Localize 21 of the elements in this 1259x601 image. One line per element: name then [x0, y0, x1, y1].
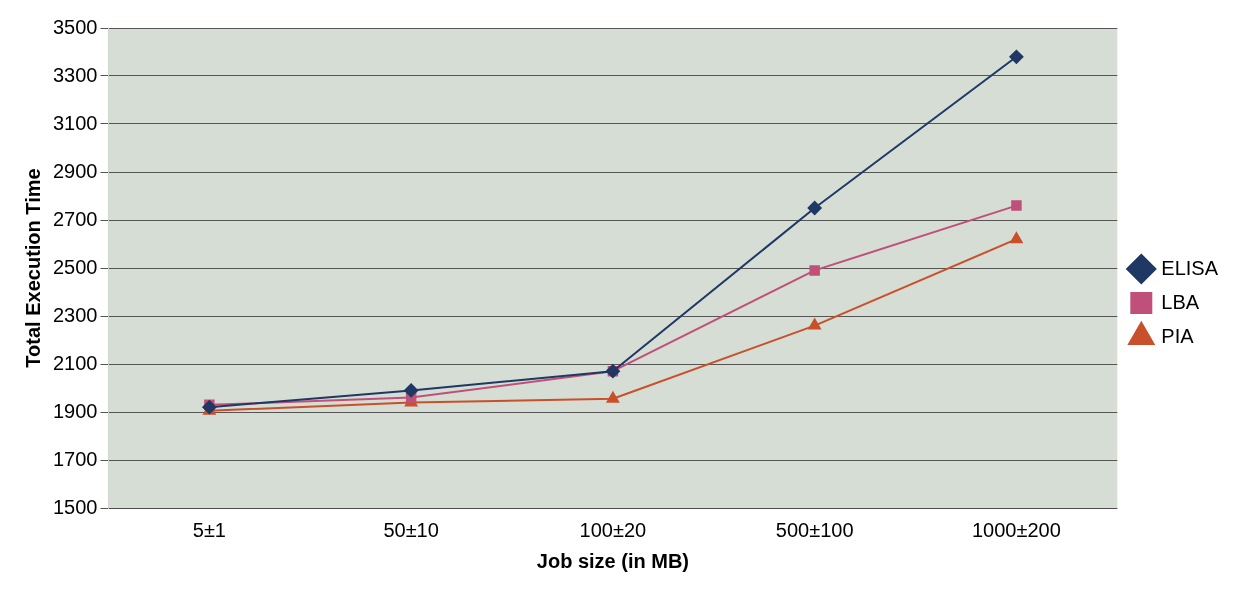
- x-axis-title: Job size (in MB): [536, 549, 690, 572]
- x-tick-label: 100±20: [579, 518, 647, 541]
- x-tick-label: 50±10: [383, 518, 439, 541]
- y-tick-label: 2900: [52, 159, 98, 182]
- y-tick-label: 3100: [52, 111, 98, 134]
- legend-label: PIA: [1161, 324, 1195, 347]
- y-tick-label: 1700: [52, 447, 98, 470]
- y-tick-label: 1900: [52, 399, 98, 422]
- y-tick-label: 3500: [52, 15, 98, 38]
- x-tick-label: 500±100: [775, 518, 854, 541]
- legend-label: LBA: [1161, 290, 1200, 313]
- y-tick-label: 3300: [52, 63, 98, 86]
- x-tick-label: 1000±200: [972, 518, 1061, 541]
- y-tick-label: 1500: [52, 495, 98, 518]
- y-tick-label: 2100: [52, 351, 98, 374]
- legend-label: ELISA: [1161, 256, 1219, 279]
- y-tick-label: 2500: [52, 255, 98, 278]
- y-tick-label: 2300: [52, 303, 98, 326]
- y-axis-title: Total Execution Time: [21, 168, 44, 368]
- y-tick-label: 2700: [52, 207, 98, 230]
- x-tick-label: 5±1: [192, 518, 226, 541]
